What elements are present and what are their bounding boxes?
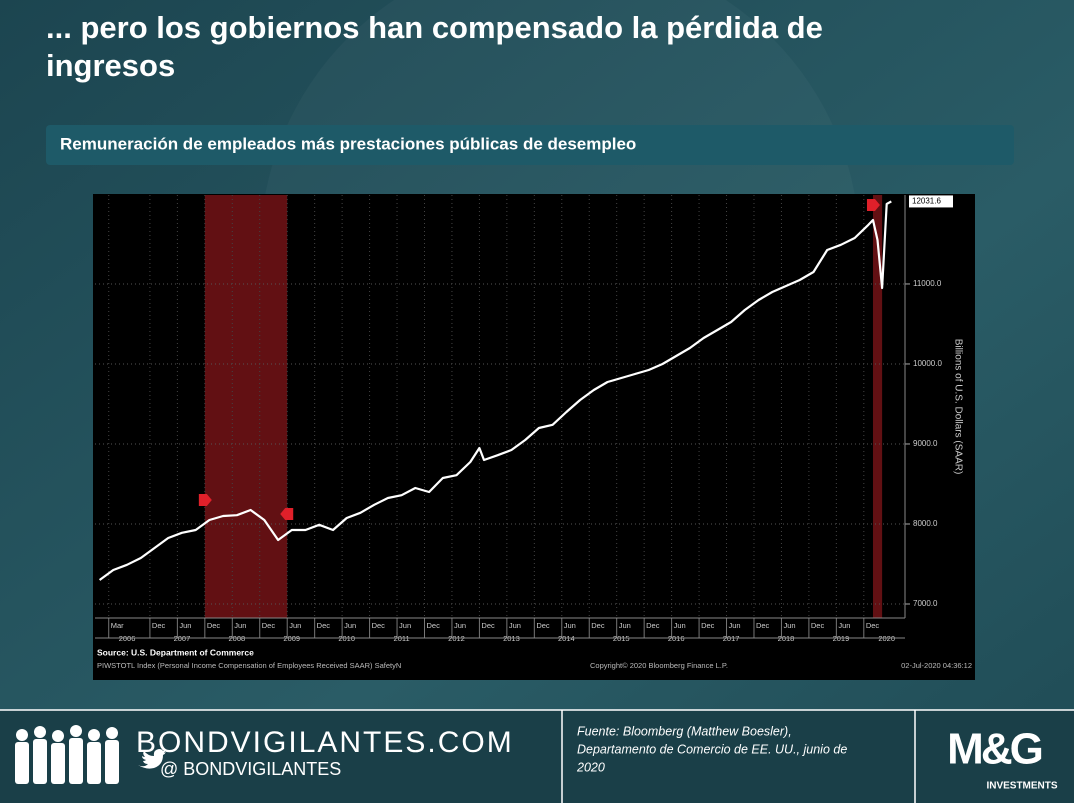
x-tick-label: Jun (234, 621, 246, 630)
x-tick-label: Dec (481, 621, 495, 630)
x-tick-label: Dec (207, 621, 221, 630)
x-tick-label: Dec (536, 621, 550, 630)
y-tick-label: 10000.0 (913, 359, 942, 368)
x-tick-label: Jun (564, 621, 576, 630)
x-tick-label: Dec (262, 621, 276, 630)
x-tick-label: Jun (344, 621, 356, 630)
y-tick-label: 7000.0 (913, 599, 938, 608)
x-tick-label: Dec (152, 621, 166, 630)
x-tick-label: Dec (426, 621, 440, 630)
x-tick-label: Jun (179, 621, 191, 630)
last-value-box (909, 195, 953, 208)
last-value-label: 12031.6 (912, 197, 941, 206)
x-tick-label: Dec (317, 621, 331, 630)
x-tick-label: Dec (756, 621, 770, 630)
x-tick-label: Mar (111, 621, 124, 630)
x-tick-label: Dec (591, 621, 605, 630)
subtitle: Remuneración de empleados más prestacion… (60, 134, 636, 153)
period-marker (198, 494, 212, 506)
x-tick-label: Jun (619, 621, 631, 630)
site-name: BONDVIGILANTES.COM (136, 726, 514, 759)
x-tick-label: Dec (646, 621, 660, 630)
y-tick-label: 9000.0 (913, 439, 938, 448)
people-icon (15, 725, 119, 784)
x-tick-label: Dec (372, 621, 386, 630)
x-tick-label: Jun (838, 621, 850, 630)
chart: 7000.0 8000.0 9000.0 10000.0 11000.0 Mar Dec Ju… (95, 195, 972, 670)
x-tick-label: Jun (509, 621, 521, 630)
x-tick-label: Jun (783, 621, 795, 630)
x-tick-label: Dec (866, 621, 880, 630)
y-axis-label: Billions of U.S. Dollars (SAAR) (952, 339, 963, 475)
x-tick-label: Jun (289, 621, 301, 630)
title-line: ... pero los gobiernos han compensado la… (46, 10, 823, 45)
period-marker (280, 508, 294, 520)
y-tick-label: 11000.0 (913, 279, 942, 288)
shaded-period (204, 195, 288, 618)
footer-band (0, 710, 1074, 803)
subtitle-banner (46, 125, 1014, 165)
period-marker (866, 199, 880, 211)
source-note: Departamento de Comercio de EE. UU., jun… (577, 742, 847, 756)
index-note: PIWSTOTL Index (Personal Income Compensa… (97, 661, 401, 670)
logo: M&G (947, 725, 1041, 774)
x-tick-label: Dec (811, 621, 825, 630)
copyright: Copyright© 2020 Bloomberg Finance L.P. (590, 661, 728, 670)
x-tick-label: Jun (674, 621, 686, 630)
line (98, 200, 892, 581)
x-tick-label: Jun (729, 621, 741, 630)
shaded-period (872, 195, 883, 618)
x-tick-label: Jun (399, 621, 411, 630)
slide-title: ... pero los gobiernos han compensado la… (46, 10, 823, 83)
title-line: ingresos (46, 48, 175, 83)
timestamp: 02-Jul-2020 04:36:12 (901, 661, 972, 670)
source-note: 2020 (576, 760, 605, 774)
x-tick-label: Dec (701, 621, 715, 630)
source: Source: U.S. Department of Commerce (97, 647, 254, 657)
source-note: Fuente: Bloomberg (Matthew Boesler), (577, 724, 792, 738)
twitter-handle: @ BONDVIGILANTES (160, 759, 341, 779)
logo-sub: INVESTMENTS (986, 781, 1057, 792)
y-tick-label: 8000.0 (913, 519, 938, 528)
twitter-icon (138, 749, 166, 769)
x-tick-label: Jun (454, 621, 466, 630)
